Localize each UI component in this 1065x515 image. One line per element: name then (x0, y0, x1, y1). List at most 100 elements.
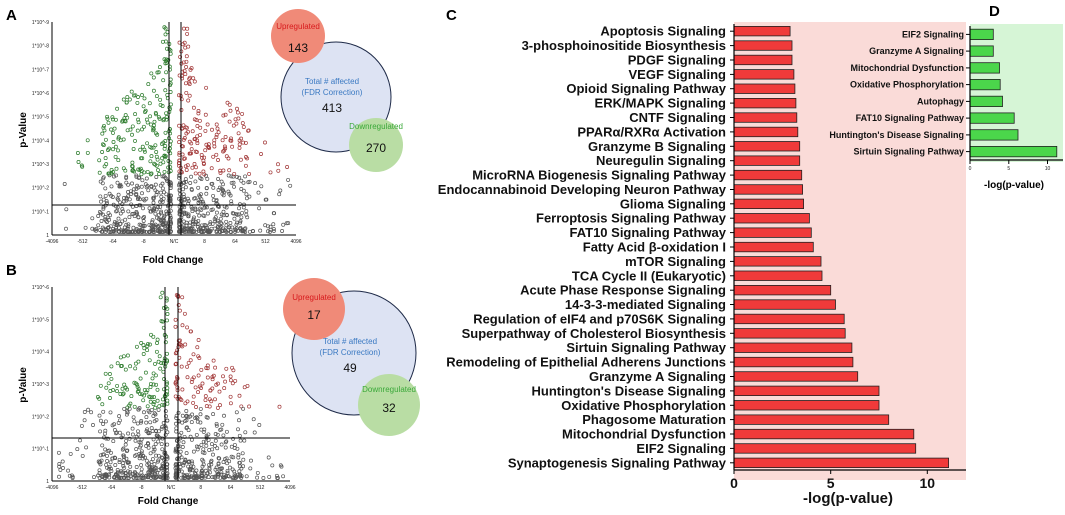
volcano-point (56, 450, 61, 455)
volcano-point (129, 394, 134, 399)
volcano-point (120, 118, 125, 123)
volcano-point (182, 136, 187, 140)
x-tick-label: 512 (256, 485, 265, 491)
bar (733, 443, 917, 454)
volcano-point (114, 225, 119, 230)
volcano-point (136, 215, 141, 220)
volcano-point (182, 311, 187, 316)
y-tick-label: 1*10^-5 (32, 317, 49, 323)
volcano-point (203, 468, 208, 473)
bar (969, 129, 1019, 141)
volcano-point (173, 394, 178, 399)
y-tick-label: 1*10^-3 (32, 382, 49, 388)
volcano-point (144, 229, 148, 234)
volcano-point (189, 437, 194, 442)
volcano-point (97, 413, 102, 418)
volcano-point (120, 461, 125, 466)
volcano-point (124, 176, 129, 180)
volcano-point (221, 182, 225, 187)
volcano-point (148, 159, 153, 164)
volcano-point (126, 190, 130, 194)
volcano-point (159, 426, 164, 431)
volcano-point (151, 474, 155, 479)
volcano-point (165, 454, 170, 459)
volcano-point (188, 181, 193, 185)
volcano-point (107, 472, 112, 477)
volcano-point (183, 72, 188, 77)
volcano-point (109, 364, 114, 369)
volcano-point (136, 117, 141, 122)
volcano-point (135, 128, 140, 133)
volcano-point (157, 404, 162, 409)
volcano-plot-b: -4096 -512 -64 -8 N/C 8 64 512 4096 1*10^-61*10^… (18, 285, 296, 507)
volcano-point (184, 125, 189, 130)
volcano-point (115, 471, 120, 476)
volcano-point (83, 225, 88, 230)
volcano-point (103, 137, 108, 142)
category-label: Huntington's Disease Signaling (829, 130, 964, 140)
volcano-point (105, 220, 110, 224)
volcano-point (107, 448, 112, 453)
bar (733, 69, 795, 80)
volcano-point (221, 433, 226, 438)
volcano-point (67, 473, 72, 478)
volcano-point (219, 442, 224, 447)
volcano-point (199, 153, 204, 157)
volcano-point (237, 145, 242, 150)
volcano-point (202, 223, 207, 227)
volcano-point (127, 215, 132, 220)
volcano-point (89, 410, 94, 415)
volcano-point (232, 171, 237, 176)
volcano-point (226, 189, 231, 194)
bar (733, 385, 880, 397)
volcano-point (174, 415, 179, 420)
volcano-point (123, 168, 128, 173)
volcano-point (180, 295, 185, 300)
volcano-point (204, 186, 209, 190)
volcano-point (125, 353, 130, 358)
volcano-point (230, 381, 235, 386)
volcano-point (278, 188, 283, 193)
volcano-point (181, 187, 185, 192)
volcano-point (191, 400, 196, 405)
volcano-point (127, 436, 132, 441)
volcano-point (117, 183, 122, 188)
volcano-point (126, 222, 131, 227)
volcano-point (208, 459, 213, 464)
volcano-point (211, 185, 216, 190)
volcano-point (276, 168, 281, 173)
volcano-point (145, 475, 150, 480)
volcano-point (148, 399, 153, 404)
volcano-point (139, 223, 143, 228)
volcano-point (248, 466, 253, 471)
volcano-point (187, 467, 192, 471)
volcano-point (232, 184, 236, 189)
y-tick-label: 1 (46, 233, 49, 239)
volcano-point (198, 206, 203, 211)
volcano-a-ylabel: p-Value (18, 112, 29, 148)
volcano-point (116, 216, 121, 221)
volcano-point (255, 475, 260, 480)
volcano-point (99, 211, 103, 216)
volcano-point (271, 222, 276, 227)
volcano-a-axes (51, 22, 296, 236)
volcano-point (156, 115, 161, 120)
volcano-point (227, 119, 232, 124)
volcano-point (139, 470, 144, 475)
venn-b-total-value: 49 (343, 361, 357, 375)
volcano-point (145, 141, 150, 146)
volcano-point (139, 156, 143, 161)
volcano-point (239, 404, 244, 409)
volcano-point (121, 97, 126, 102)
volcano-point (234, 410, 239, 415)
volcano-point (207, 448, 212, 452)
bar (733, 184, 803, 195)
volcano-point (175, 385, 180, 390)
volcano-point (128, 474, 133, 479)
volcano-point (128, 464, 133, 469)
venn-a-up-value: 143 (288, 41, 308, 55)
volcano-point (268, 170, 273, 175)
volcano-point (186, 460, 191, 464)
volcano-point (244, 474, 249, 479)
